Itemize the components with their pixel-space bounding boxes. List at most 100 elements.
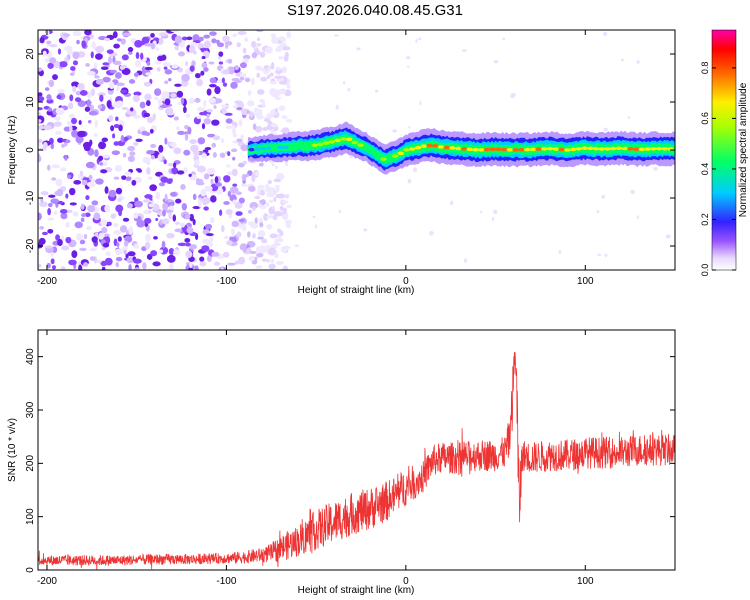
noise-blob: [100, 219, 108, 227]
noise-blob: [215, 98, 223, 104]
noise-blob: [269, 199, 274, 203]
noise-blob: [415, 38, 418, 43]
noise-blob: [52, 74, 58, 80]
noise-blob: [238, 218, 246, 223]
noise-blob: [60, 167, 67, 172]
noise-blob: [113, 141, 120, 146]
noise-blob: [665, 234, 671, 239]
noise-blob: [173, 147, 182, 155]
noise-blob: [203, 118, 211, 125]
noise-blob: [464, 258, 468, 263]
noise-blob: [106, 100, 112, 109]
noise-blob: [175, 198, 182, 204]
noise-blob: [69, 113, 75, 120]
ridge-peak: [288, 144, 295, 149]
noise-blob: [91, 236, 98, 243]
snr-y-tick-label: 200: [25, 455, 36, 472]
noise-blob: [38, 154, 41, 162]
noise-blob: [79, 90, 88, 96]
ridge-peak: [478, 148, 485, 152]
noise-blob: [133, 243, 139, 250]
noise-blob: [285, 118, 293, 123]
noise-blob: [150, 155, 155, 160]
noise-blob: [408, 126, 411, 129]
noise-blob: [268, 263, 276, 270]
noise-blob: [266, 224, 273, 230]
noise-blob: [117, 197, 122, 202]
noise-blob: [164, 98, 171, 106]
noise-blob: [213, 105, 217, 109]
noise-blob: [268, 247, 276, 256]
noise-blob: [108, 81, 115, 90]
noise-blob: [201, 55, 206, 60]
noise-blob: [185, 61, 189, 66]
noise-blob: [224, 235, 229, 240]
noise-blob: [60, 266, 66, 270]
noise-blob: [218, 51, 224, 57]
noise-blob: [105, 236, 111, 245]
noise-blob: [232, 33, 238, 38]
noise-blob: [222, 35, 230, 43]
noise-blob: [211, 119, 220, 126]
noise-blob: [259, 98, 264, 103]
noise-blob: [38, 125, 45, 130]
noise-blob: [57, 48, 62, 55]
noise-blob: [636, 215, 639, 220]
noise-blob: [270, 123, 278, 128]
ridge-peak: [575, 146, 583, 151]
noise-blob: [246, 109, 250, 115]
colorbar-ticks: 0.0 0.2 0.4 0.6 0.8: [700, 62, 736, 276]
noise-blob: [155, 217, 159, 222]
noise-blob: [146, 253, 153, 260]
noise-blob: [89, 104, 94, 111]
noise-blob: [77, 83, 83, 89]
noise-blob: [53, 210, 58, 216]
noise-blob: [238, 197, 245, 204]
noise-blob: [101, 154, 111, 159]
noise-blob: [170, 93, 177, 98]
noise-blob: [84, 106, 91, 112]
noise-blob: [122, 32, 132, 37]
noise-blob: [106, 49, 114, 54]
noise-scatter: [38, 30, 673, 270]
noise-blob: [133, 114, 141, 119]
noise-blob: [220, 138, 225, 143]
noise-blob: [94, 149, 99, 158]
noise-blob: [139, 101, 146, 109]
noise-blob: [150, 143, 157, 149]
noise-blob: [116, 38, 122, 42]
noise-blob: [269, 72, 274, 77]
noise-blob: [276, 172, 285, 181]
noise-blob: [132, 94, 140, 103]
noise-blob: [171, 64, 179, 69]
noise-blob: [620, 58, 624, 62]
noise-blob: [201, 62, 208, 69]
noise-blob: [69, 72, 75, 76]
noise-blob: [314, 224, 318, 229]
noise-blob: [145, 72, 152, 76]
noise-blob: [392, 129, 398, 133]
noise-blob: [241, 173, 247, 181]
ridge-peak: [455, 146, 462, 151]
noise-blob: [47, 62, 54, 69]
noise-blob: [69, 125, 73, 132]
noise-blob: [142, 156, 151, 164]
noise-blob: [189, 262, 193, 269]
noise-blob: [146, 61, 151, 66]
noise-blob: [493, 60, 499, 64]
spectrogram-y-ticks: -20 -10 0 10 20: [25, 48, 675, 253]
noise-blob: [158, 249, 164, 254]
ridge-peak: [317, 142, 324, 147]
noise-blob: [155, 47, 159, 52]
noise-blob: [214, 261, 220, 266]
noise-blob: [275, 165, 278, 169]
noise-blob: [264, 46, 273, 54]
noise-blob: [217, 42, 225, 48]
ridge-peak: [592, 146, 600, 151]
ridge-peak: [282, 145, 290, 149]
noise-blob: [116, 85, 120, 92]
noise-blob: [38, 107, 43, 111]
noise-blob: [47, 208, 52, 216]
noise-blob: [88, 110, 98, 116]
noise-blob: [184, 237, 191, 243]
